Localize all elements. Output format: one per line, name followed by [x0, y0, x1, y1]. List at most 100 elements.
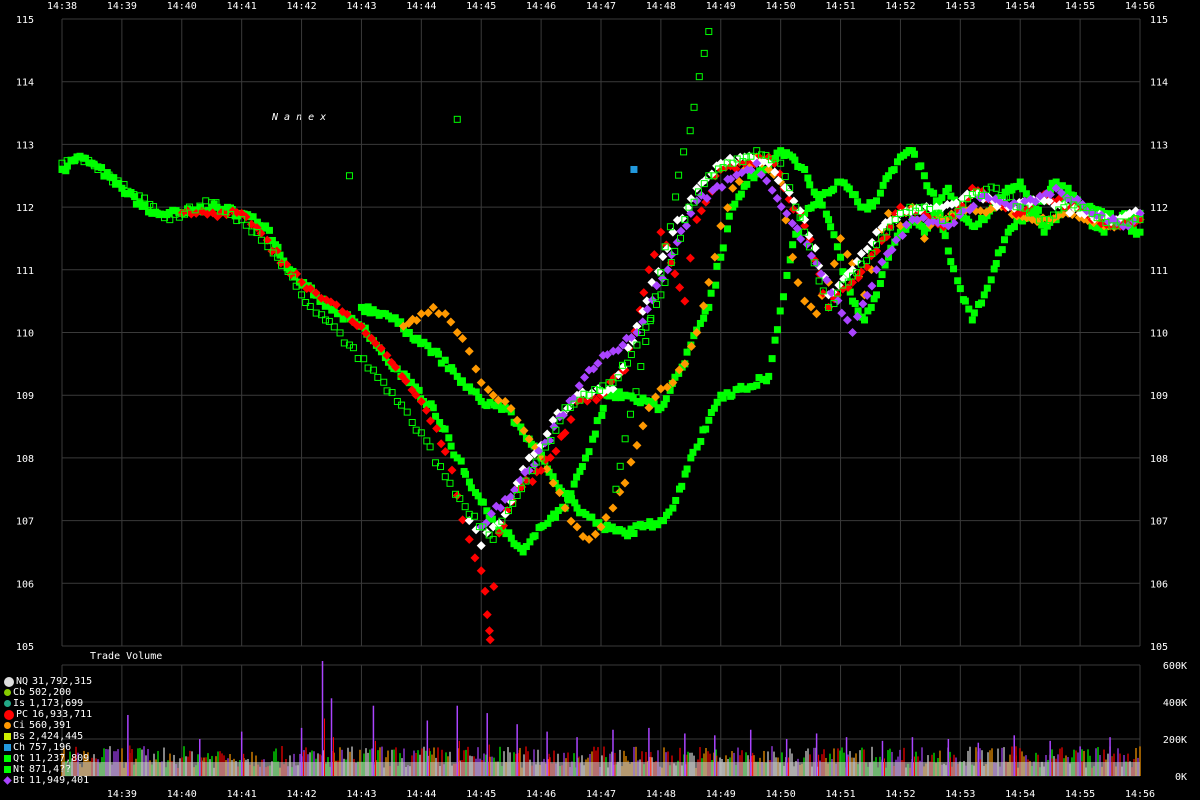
trade-point: [602, 350, 612, 360]
trade-point: [105, 171, 113, 179]
trade-point: [427, 400, 435, 408]
trade-point: [465, 510, 473, 518]
trade-point: [947, 258, 955, 266]
trade-point: [868, 249, 876, 257]
trade-point: [118, 184, 126, 192]
legend-code: Ci: [13, 720, 26, 731]
trade-point: [872, 291, 880, 299]
trade-point: [573, 504, 581, 512]
trade-point: [879, 181, 887, 189]
trade-point: [480, 586, 490, 596]
legend-code: PC: [16, 709, 29, 720]
trade-point: [191, 206, 199, 214]
trade-point: [767, 156, 775, 164]
trade-point: [994, 249, 1002, 257]
trade-point: [842, 315, 852, 325]
trade-point: [280, 257, 288, 265]
trade-point: [67, 157, 75, 165]
trade-point: [391, 362, 401, 372]
trade-point: [734, 176, 744, 186]
trade-point: [556, 432, 566, 442]
trade-point: [639, 288, 649, 298]
trade-point: [289, 273, 297, 281]
trade-point: [692, 215, 702, 225]
x-tick-label-top: 14:54: [1005, 1, 1035, 12]
trade-point: [610, 390, 618, 398]
trade-point: [561, 404, 569, 412]
trade-point: [545, 468, 553, 476]
trade-point: [256, 222, 264, 230]
trade-point: [886, 223, 894, 231]
trade-point: [931, 211, 939, 219]
trade-point: [608, 503, 618, 513]
trade-point: [794, 229, 802, 237]
trade-point: [670, 269, 680, 279]
x-tick-label-top: 14:46: [526, 1, 556, 12]
trade-point: [826, 288, 836, 298]
trade-point: [1016, 203, 1024, 211]
trade-point: [818, 201, 826, 209]
trade-point: [85, 159, 93, 167]
trade-point: [371, 338, 381, 348]
trade-point: [505, 529, 513, 537]
trade-point: [493, 395, 503, 405]
trade-point: [325, 317, 333, 325]
trade-point: [532, 458, 540, 466]
legend: NQ 31,792,315 Cb 502,200 Is 1,173,699 PC 16,933…: [3, 676, 124, 786]
x-tick-label-bottom: 14:46: [526, 789, 556, 800]
trade-point: [322, 316, 330, 324]
trade-point: [739, 158, 747, 166]
trade-point: [375, 311, 383, 319]
trade-point: [422, 401, 430, 409]
trade-point: [965, 305, 973, 313]
trade-point: [944, 247, 952, 255]
trade-point: [719, 164, 727, 172]
trade-point: [388, 389, 396, 397]
trade-point: [950, 265, 958, 273]
trade-point: [804, 231, 814, 241]
trade-point: [1055, 206, 1063, 214]
trade-point: [782, 209, 792, 219]
trade-point: [872, 241, 880, 249]
legend-item-ci: Ci 560,391: [4, 720, 124, 731]
trade-point: [532, 467, 542, 477]
trade-point: [136, 199, 144, 207]
trade-point: [878, 271, 886, 279]
trade-point: [361, 324, 369, 332]
trade-point: [458, 334, 468, 344]
trade-point: [506, 403, 516, 413]
trade-point: [259, 224, 267, 232]
trade-point: [429, 404, 437, 412]
trade-point: [457, 457, 465, 465]
y-tick-label-left: 112: [16, 203, 34, 214]
trade-point: [150, 203, 158, 211]
trade-point: [707, 408, 715, 416]
x-tick-label-top: 14:51: [826, 1, 856, 12]
trade-point: [791, 156, 799, 164]
trade-point: [432, 424, 442, 434]
trade-point: [109, 178, 117, 186]
trade-point: [737, 190, 745, 198]
trade-point: [854, 307, 862, 315]
trade-point: [992, 260, 1000, 268]
trade-point: [867, 303, 875, 311]
trade-point: [713, 262, 721, 270]
trade-point: [786, 256, 794, 264]
legend-item-ch: Ch 757,196: [4, 742, 124, 753]
trade-point: [541, 443, 549, 451]
trade-point: [685, 203, 693, 211]
trade-point: [302, 299, 310, 307]
trade-point: [1088, 204, 1096, 212]
legend-item-bt: Bt 11,949,401: [3, 775, 124, 786]
trade-point: [453, 454, 461, 462]
trade-point: [924, 224, 932, 232]
trade-point: [1044, 196, 1054, 206]
trade-point: [227, 210, 235, 218]
y-tick-label-left: 108: [16, 454, 34, 465]
trade-point: [876, 280, 884, 288]
trade-point: [181, 210, 189, 218]
trade-point: [863, 257, 871, 265]
trade-point: [298, 291, 306, 299]
trade-point: [1061, 190, 1069, 198]
trade-point: [666, 223, 674, 231]
